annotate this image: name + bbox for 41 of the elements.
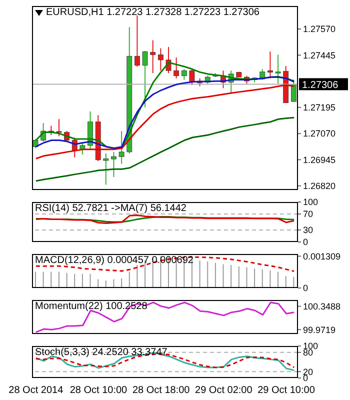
candlestick — [134, 14, 140, 68]
candlestick — [150, 40, 156, 74]
ref-line-label: 1.27306 — [302, 80, 339, 92]
y-tick-label: 80 — [303, 348, 314, 358]
y-tick-label: 30 — [303, 225, 314, 236]
y-tick-label: 70 — [303, 209, 314, 220]
y-tick-label: 0.001309 — [303, 251, 341, 262]
candlestick — [142, 50, 148, 108]
chart-title: RSI(14) 52.7821 ->MA(7) 56.1442 — [35, 203, 186, 214]
x-tick-label: 29 Oct 02:00 — [195, 385, 253, 396]
y-tick-label: 100.3488 — [303, 301, 341, 312]
candlestick — [111, 151, 116, 178]
y-tick-label: 0 — [303, 283, 308, 294]
line-series — [35, 256, 295, 272]
chart-title: EURUSD,H1 1.27223 1.27328 1.27223 1.27306 — [46, 7, 260, 18]
candlestick — [56, 118, 62, 137]
line-series — [35, 116, 295, 182]
y-tick-label: 1.27195 — [303, 102, 336, 113]
candlestick — [290, 79, 296, 102]
x-tick-label: 28 Oct 2014 — [8, 385, 64, 396]
y-tick-label: 1.27570 — [303, 24, 336, 34]
candlestick — [275, 54, 281, 84]
candlestick — [268, 51, 273, 79]
x-tick-label: 28 Oct 18:00 — [132, 385, 190, 396]
x-tick-label: 29 Oct 10:00 — [258, 385, 316, 396]
x-tick-label: 28 Oct 10:00 — [70, 385, 128, 396]
y-tick-label: 100 — [303, 197, 318, 208]
y-tick-label: 0 — [303, 237, 308, 248]
candlestick — [103, 152, 109, 186]
candlestick — [181, 68, 187, 80]
candlestick — [118, 130, 124, 164]
y-tick-label: 99.9719 — [303, 324, 336, 335]
y-tick-label: 1.27445 — [303, 50, 336, 60]
y-tick-label: 1.27070 — [303, 128, 336, 139]
line-series — [35, 84, 295, 160]
candlestick — [189, 68, 195, 86]
y-tick-label: 1.26820 — [303, 181, 336, 192]
y-tick-label: 1.26945 — [303, 154, 336, 165]
candlestick — [158, 48, 164, 72]
candlestick — [32, 138, 38, 149]
candlestick — [174, 56, 180, 79]
